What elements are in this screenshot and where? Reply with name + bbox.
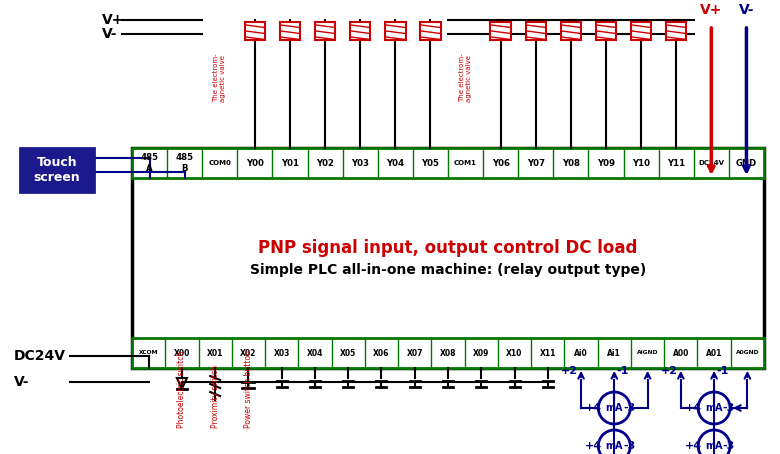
Text: COM1: COM1 xyxy=(454,160,477,166)
Text: The electrom-
agnetic valve: The electrom- agnetic valve xyxy=(213,54,226,102)
Bar xyxy=(280,22,300,40)
Text: V-: V- xyxy=(14,375,30,389)
Text: V-: V- xyxy=(739,3,754,17)
Bar xyxy=(315,22,335,40)
Text: The electrom-
agnetic valve: The electrom- agnetic valve xyxy=(459,54,472,102)
Text: Y04: Y04 xyxy=(386,158,404,168)
Bar xyxy=(245,22,265,40)
Text: Y02: Y02 xyxy=(316,158,334,168)
Text: DC24V: DC24V xyxy=(698,160,725,166)
Text: A01: A01 xyxy=(706,349,722,357)
Bar xyxy=(132,148,764,368)
Text: +4: +4 xyxy=(685,403,702,413)
Text: mA: mA xyxy=(705,441,723,451)
Text: -3: -3 xyxy=(623,441,636,451)
Text: Y05: Y05 xyxy=(421,158,439,168)
Text: +4: +4 xyxy=(685,441,702,451)
Bar xyxy=(20,148,94,192)
Text: X06: X06 xyxy=(374,349,390,357)
Text: Power switch button: Power switch button xyxy=(244,350,253,428)
Bar xyxy=(666,22,686,40)
Text: COM0: COM0 xyxy=(208,160,231,166)
Text: A00: A00 xyxy=(672,349,689,357)
Text: V-: V- xyxy=(102,27,118,41)
Text: Y01: Y01 xyxy=(281,158,299,168)
Bar xyxy=(631,22,651,40)
Text: Y00: Y00 xyxy=(246,158,264,168)
Bar xyxy=(132,338,764,368)
Text: A0GND: A0GND xyxy=(736,350,759,355)
Text: Touch
screen: Touch screen xyxy=(34,156,80,184)
Text: X02: X02 xyxy=(240,349,257,357)
Bar xyxy=(526,22,546,40)
Text: AiGND: AiGND xyxy=(636,350,658,355)
Text: DC24V: DC24V xyxy=(14,349,66,363)
Text: Y06: Y06 xyxy=(491,158,509,168)
Text: -3: -3 xyxy=(723,403,735,413)
Text: -3: -3 xyxy=(723,441,735,451)
Text: +4: +4 xyxy=(585,441,602,451)
Text: X04: X04 xyxy=(307,349,323,357)
Text: -1: -1 xyxy=(716,366,729,376)
Bar xyxy=(596,22,616,40)
Text: X10: X10 xyxy=(506,349,523,357)
Text: mA: mA xyxy=(705,403,723,413)
Text: V+: V+ xyxy=(700,3,722,17)
Text: Simple PLC all-in-one machine: (relay output type): Simple PLC all-in-one machine: (relay ou… xyxy=(250,263,646,277)
Bar xyxy=(561,22,581,40)
Text: Y08: Y08 xyxy=(562,158,580,168)
Text: mA: mA xyxy=(605,441,623,451)
Text: X11: X11 xyxy=(540,349,556,357)
Text: +2: +2 xyxy=(561,366,578,376)
Text: Y10: Y10 xyxy=(632,158,650,168)
Text: Y07: Y07 xyxy=(526,158,545,168)
Text: -1: -1 xyxy=(616,366,629,376)
Bar xyxy=(350,22,370,40)
Text: 485
A: 485 A xyxy=(140,153,158,173)
Text: Y09: Y09 xyxy=(597,158,615,168)
Text: +4: +4 xyxy=(585,403,602,413)
Text: X05: X05 xyxy=(340,349,356,357)
Text: X09: X09 xyxy=(473,349,490,357)
Text: Ai1: Ai1 xyxy=(608,349,621,357)
Text: Y03: Y03 xyxy=(351,158,369,168)
Text: Proximity switch: Proximity switch xyxy=(211,365,220,428)
Text: 485
B: 485 B xyxy=(176,153,193,173)
Bar xyxy=(385,22,406,40)
Text: Photoelectric switch: Photoelectric switch xyxy=(177,351,186,428)
Text: X07: X07 xyxy=(406,349,423,357)
Text: Ai0: Ai0 xyxy=(574,349,588,357)
Text: Y11: Y11 xyxy=(667,158,686,168)
Text: X01: X01 xyxy=(207,349,223,357)
Text: GND: GND xyxy=(736,158,757,168)
Text: PNP signal input, output control DC load: PNP signal input, output control DC load xyxy=(258,239,638,257)
Bar xyxy=(491,22,511,40)
Text: +2: +2 xyxy=(661,366,678,376)
Bar xyxy=(420,22,441,40)
Bar xyxy=(132,148,764,178)
Text: X08: X08 xyxy=(440,349,456,357)
Text: X00: X00 xyxy=(174,349,190,357)
Text: V+: V+ xyxy=(102,13,124,27)
Text: X03: X03 xyxy=(274,349,290,357)
Text: -3: -3 xyxy=(623,403,636,413)
Text: XCOM: XCOM xyxy=(139,350,158,355)
Text: mA: mA xyxy=(605,403,623,413)
